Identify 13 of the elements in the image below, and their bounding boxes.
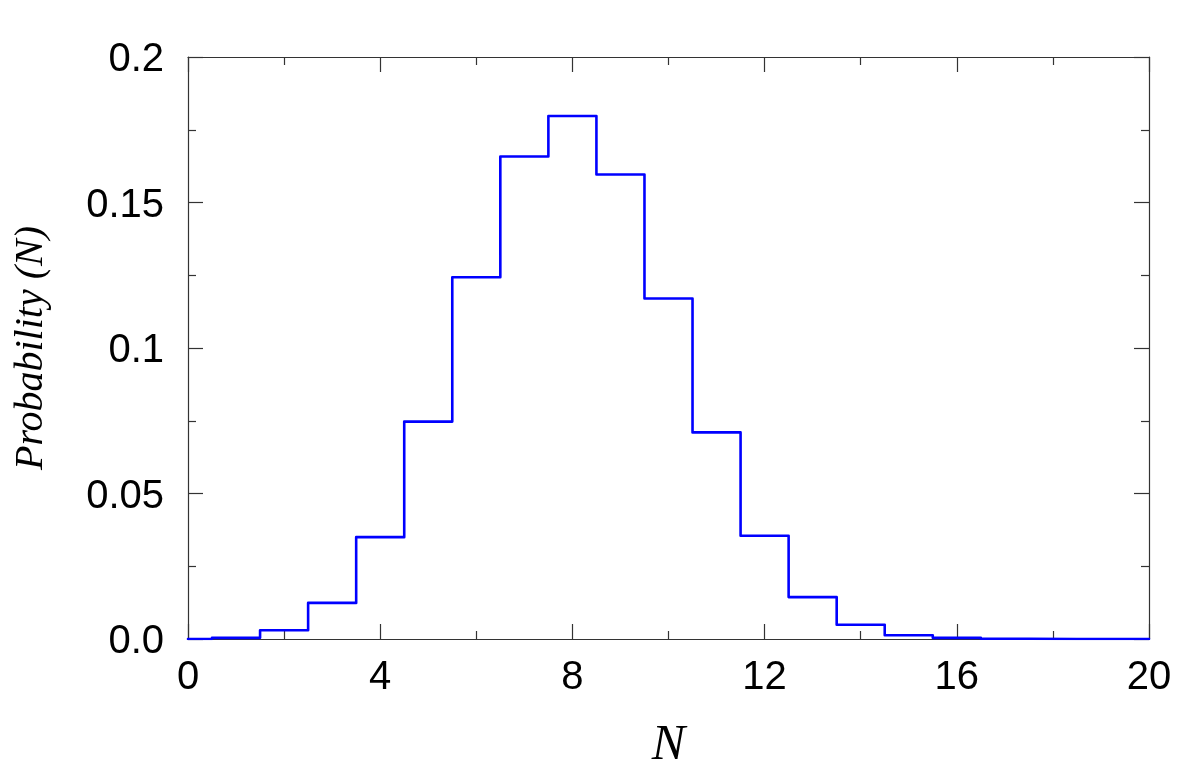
y-tick-label: 0.2 — [108, 35, 164, 79]
x-axis-title: N — [650, 714, 688, 770]
y-axis-title: Probability (N) — [5, 225, 51, 472]
x-tick-label: 0 — [176, 653, 200, 697]
x-tick-label: 4 — [369, 653, 392, 697]
y-tick-label: 0.15 — [86, 180, 164, 225]
x-tick-label: 16 — [934, 653, 980, 697]
y-tick-label: 0.1 — [108, 326, 164, 370]
x-tick-label: 12 — [742, 653, 787, 697]
y-tick-label: 0.0 — [108, 617, 164, 661]
x-tick-label: 20 — [1126, 653, 1172, 697]
y-tick-label: 0.05 — [86, 471, 164, 516]
x-tick-label: 8 — [561, 653, 584, 697]
